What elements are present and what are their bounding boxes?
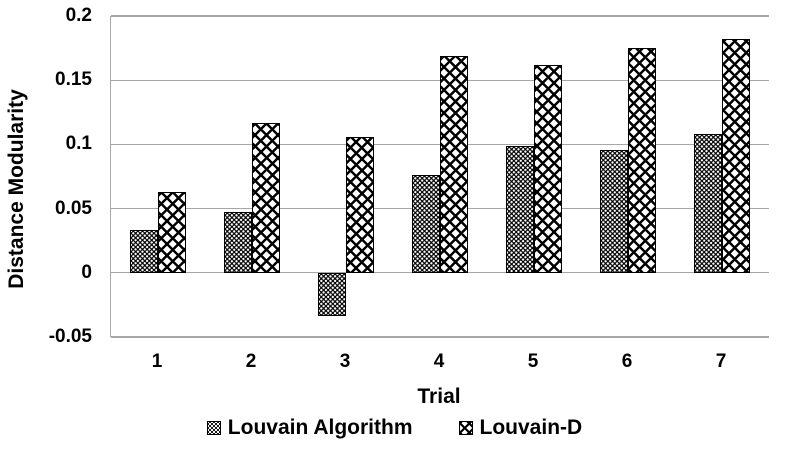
x-tick-label: 7 (715, 351, 727, 372)
y-tick-label: 0.15 (55, 69, 92, 91)
bar-louvain-d-trial-6 (628, 48, 656, 273)
legend: Louvain Algorithm Louvain-D (0, 416, 789, 440)
bar-louvain-d-trial-3 (346, 136, 374, 273)
plot-area (110, 15, 769, 338)
x-tick-label: 6 (621, 351, 633, 372)
bar-louvain-algorithm-trial-4 (412, 175, 440, 273)
legend-label: Louvain-D (479, 416, 583, 439)
legend-label: Louvain Algorithm (227, 416, 413, 439)
bar-louvain-d-trial-4 (440, 55, 468, 273)
gridline (111, 336, 769, 338)
x-tick-label: 3 (339, 351, 351, 372)
gridline (111, 15, 769, 17)
bar-louvain-algorithm-trial-1 (130, 230, 158, 273)
crosshatch-pattern-swatch-icon (458, 421, 473, 435)
bar-louvain-algorithm-trial-2 (224, 212, 252, 273)
x-tick-label: 4 (433, 351, 445, 372)
bar-louvain-algorithm-trial-6 (600, 149, 628, 273)
legend-item-louvain-algorithm: Louvain Algorithm (206, 416, 413, 440)
x-tick-label: 5 (527, 351, 539, 372)
y-tick-label: 0.1 (65, 133, 92, 155)
bar-louvain-algorithm-trial-5 (506, 145, 534, 273)
bar-louvain-algorithm-trial-3 (318, 272, 346, 317)
legend-item-louvain-d: Louvain-D (458, 416, 583, 440)
x-tick-label: 2 (245, 351, 257, 372)
y-tick-label: -0.05 (48, 326, 92, 347)
dotted-pattern-swatch-icon (206, 421, 221, 435)
bar-louvain-algorithm-trial-7 (694, 134, 722, 273)
x-tick-label: 1 (151, 351, 163, 372)
x-axis-title: Trial (417, 385, 461, 408)
bar-louvain-d-trial-2 (252, 122, 280, 273)
y-tick-label: 0 (81, 261, 92, 283)
bar-louvain-d-trial-5 (534, 64, 562, 273)
gridline (111, 272, 769, 274)
y-tick-label: 0.2 (65, 5, 92, 26)
y-tick-label: 0.05 (55, 197, 92, 219)
bar-louvain-d-trial-7 (722, 39, 750, 273)
bar-louvain-d-trial-1 (158, 191, 186, 273)
